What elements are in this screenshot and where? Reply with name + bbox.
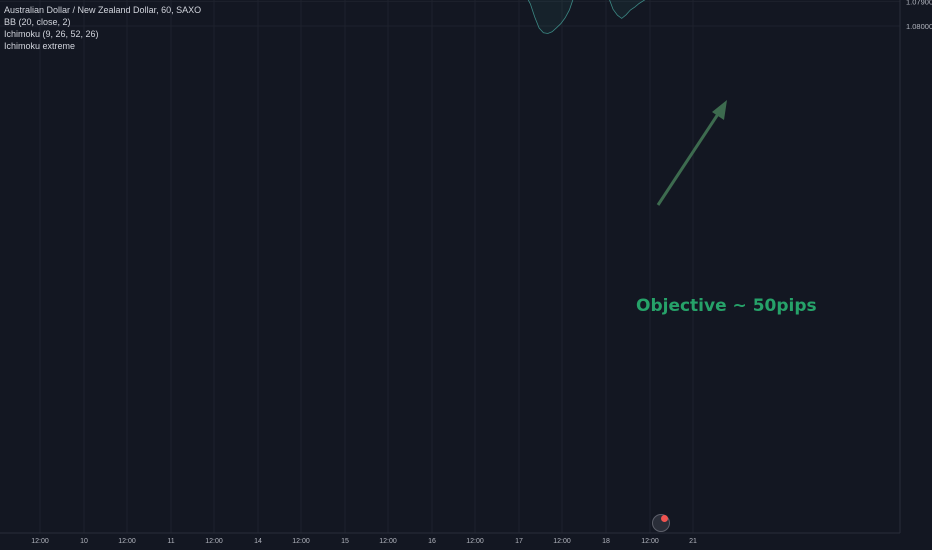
objective-annotation: Objective ~ 50pips [636,296,817,316]
bb-upper [527,0,646,34]
legend-ichimoku-extreme: Ichimoku extreme [4,41,76,51]
annotations [656,100,727,206]
price-tick-label: 1.08000 [906,22,932,31]
time-tick-label: 15 [341,538,349,545]
time-tick-label: 12:00 [379,538,397,545]
bb-fill [528,0,645,34]
legend-symbol: Australian Dollar / New Zealand Dollar, … [4,5,202,15]
time-tick-label: 12:00 [292,538,310,545]
time-tick-label: 17 [515,538,523,545]
time-tick-label: 14 [254,538,262,545]
time-axis: 12:00 10 12:00 11 12:00 14 12:00 15 12:00 16 12:00… [0,532,900,545]
time-tick-label: 12:00 [641,538,659,545]
time-tick-label: 12:00 [466,538,484,545]
time-tick-label: 21 [689,538,697,545]
time-tick-label: 18 [602,538,610,545]
legend-ichimoku: Ichimoku (9, 26, 52, 26) [4,29,99,39]
price-tick-label: 1.07900 [906,0,932,6]
trend-arrow-line [656,107,724,206]
notification-badge-icon [661,515,668,522]
chart-legend: Australian Dollar / New Zealand Dollar, … [4,4,201,52]
time-tick-label: 11 [167,538,174,545]
price-axis: 1.080001.079001.078001.077001.076001.075… [899,0,932,550]
time-tick-label: 12:00 [31,538,49,545]
time-tick-label: 12:00 [205,538,223,545]
bollinger-bands [527,0,646,34]
time-tick-label: 12:00 [118,538,136,545]
legend-bb: BB (20, close, 2) [4,17,71,27]
time-tick-label: 12:00 [553,538,571,545]
trend-arrow-head [712,100,727,120]
time-tick-label: 10 [80,538,88,545]
price-axis-background [900,0,932,550]
time-tick-label: 16 [428,538,436,545]
